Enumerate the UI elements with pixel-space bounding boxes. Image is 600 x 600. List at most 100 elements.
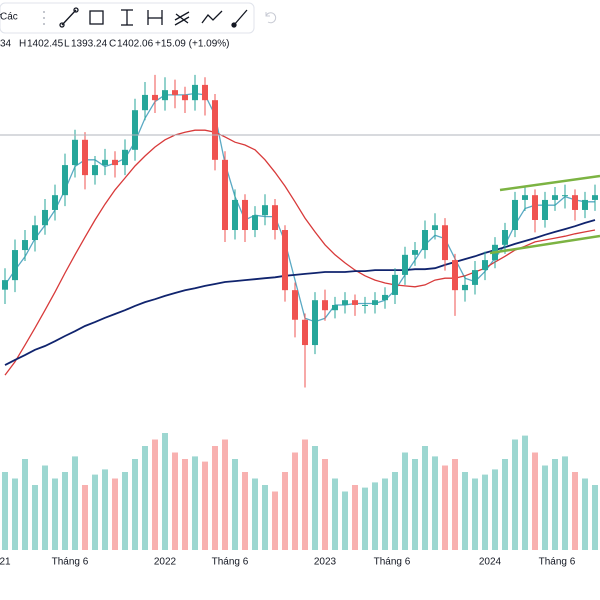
- candle-body: [252, 215, 258, 231]
- volume-bar: [402, 452, 408, 550]
- candle-body: [442, 225, 448, 261]
- candle-body: [412, 250, 418, 255]
- volume-bar: [492, 469, 498, 550]
- candle-body: [482, 260, 488, 271]
- volume-bar: [542, 465, 548, 550]
- drag-handle: [43, 23, 45, 25]
- brush-tool[interactable]: [231, 9, 248, 28]
- volume-bar: [42, 465, 48, 550]
- volume-bar: [202, 461, 208, 550]
- moving-average: [4, 92, 595, 323]
- volume-bar: [82, 485, 88, 550]
- candle-body: [362, 304, 368, 306]
- candle-body: [302, 319, 308, 346]
- volume-bar: [102, 469, 108, 550]
- candle-body: [502, 230, 508, 245]
- redo-button[interactable]: [265, 12, 277, 24]
- volume-bar: [72, 456, 78, 550]
- volume-bar: [282, 472, 288, 550]
- volume-bar: [392, 472, 398, 550]
- candle-body: [402, 254, 408, 275]
- volume-bar: [422, 446, 428, 550]
- toolbar: Các: [0, 2, 277, 34]
- trend-tool[interactable]: [59, 7, 79, 28]
- volume-bar: [482, 474, 488, 550]
- legend-high: 1402.45: [27, 39, 64, 50]
- volume-bar: [382, 478, 388, 550]
- candle-body: [522, 195, 528, 200]
- volume-bar: [132, 459, 138, 550]
- volume-bar: [362, 487, 368, 550]
- path-tool[interactable]: [201, 10, 223, 24]
- candle-body: [242, 199, 248, 231]
- x-tick-label: 2022: [154, 557, 177, 568]
- candle-body: [202, 84, 208, 101]
- volume-bar: [122, 472, 128, 550]
- candle-body: [422, 230, 428, 251]
- candle-body: [382, 294, 388, 301]
- candle-body: [352, 300, 358, 305]
- volume-bar: [572, 472, 578, 550]
- candle-body: [342, 300, 348, 305]
- candle-body: [332, 304, 338, 311]
- candle-body: [272, 205, 278, 231]
- volume-bar: [62, 472, 68, 550]
- legend-low: 1393.24: [71, 39, 108, 50]
- volume-bar: [502, 459, 508, 550]
- volume-bar: [242, 472, 248, 550]
- menu-label[interactable]: Các: [0, 12, 18, 23]
- candle-body: [102, 159, 108, 166]
- volume-bar: [12, 478, 18, 550]
- candle-body: [172, 90, 178, 95]
- candle-body: [42, 209, 48, 226]
- candle-body: [132, 110, 138, 150]
- x-tick-label: Tháng 6: [212, 557, 249, 568]
- trend-line: [489, 234, 600, 255]
- x-tick-label: Tháng 6: [374, 557, 411, 568]
- rect-tool[interactable]: [89, 10, 104, 25]
- candle-body: [232, 199, 238, 231]
- volume-bar: [172, 452, 178, 550]
- volume-bar: [342, 491, 348, 550]
- candle-body: [542, 199, 548, 220]
- candle-body: [592, 195, 598, 200]
- volume-bar: [152, 439, 158, 550]
- candle-body: [82, 139, 88, 176]
- candle-body: [472, 270, 478, 285]
- volume-bar: [412, 459, 418, 550]
- candle-body: [532, 195, 538, 220]
- volume-bar: [292, 452, 298, 550]
- volume-bar: [112, 478, 118, 550]
- volume-bar: [192, 456, 198, 550]
- x-tick-label: 21: [0, 557, 11, 568]
- x-tick-label: 2024: [479, 557, 502, 568]
- candle-body: [262, 205, 268, 216]
- candle-body: [322, 300, 328, 311]
- candle-body: [312, 300, 318, 346]
- volume-bar: [32, 485, 38, 550]
- legend-open: 34: [0, 39, 12, 50]
- candle-body: [572, 195, 578, 210]
- candle-body: [282, 230, 288, 291]
- volume-bar: [252, 478, 258, 550]
- volume-bar: [582, 478, 588, 550]
- drag-handle: [43, 17, 45, 19]
- x-tick-label: 2023: [314, 557, 337, 568]
- candle-body: [52, 195, 58, 210]
- volume-bar: [52, 478, 58, 550]
- volume-bar: [352, 485, 358, 550]
- candle-body: [222, 159, 228, 231]
- volume-bar: [2, 472, 8, 550]
- volume-bar: [232, 459, 238, 550]
- range-tool[interactable]: [121, 9, 133, 26]
- volume-bar: [442, 465, 448, 550]
- pattern-tool[interactable]: [174, 11, 190, 26]
- candle-body: [2, 280, 8, 290]
- candle-body: [432, 225, 438, 231]
- candle-body: [32, 225, 38, 241]
- trend-line: [499, 174, 600, 192]
- measure-tool[interactable]: [147, 10, 163, 25]
- volume-bar: [312, 446, 318, 550]
- candle-body: [122, 149, 128, 166]
